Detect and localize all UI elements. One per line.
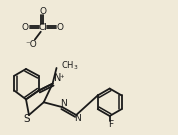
Text: Cl: Cl	[38, 23, 47, 32]
Text: N: N	[54, 73, 61, 83]
Text: S: S	[24, 114, 30, 124]
Text: O: O	[39, 7, 46, 16]
Text: ⁻O: ⁻O	[25, 40, 37, 49]
Text: CH$_3$: CH$_3$	[61, 60, 79, 72]
Text: O: O	[57, 23, 64, 32]
Text: O: O	[22, 23, 28, 32]
Text: N: N	[74, 114, 81, 123]
Text: N: N	[60, 99, 67, 108]
Text: $^+$: $^+$	[59, 73, 66, 82]
Text: F: F	[108, 120, 113, 129]
